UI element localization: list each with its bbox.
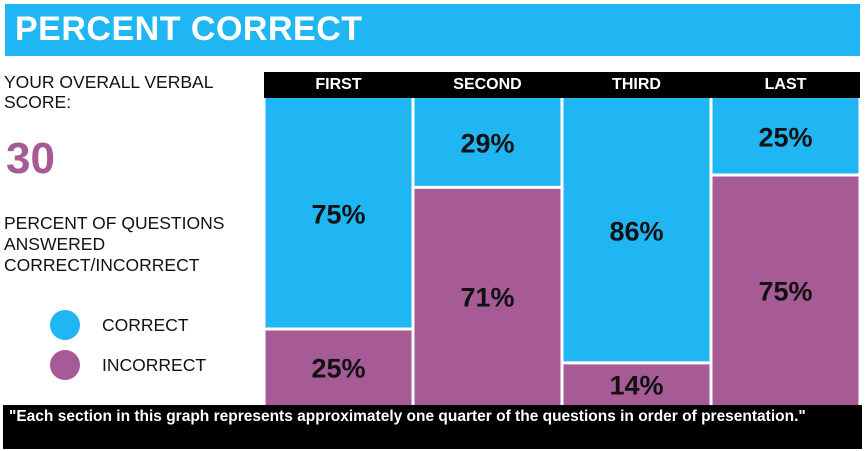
column-header-bar: FIRST SECOND THIRD LAST (264, 72, 860, 98)
page-title: PERCENT CORRECT (15, 10, 363, 48)
bar-incorrect-first (265, 330, 412, 406)
data-label-correct-third: 86% (609, 216, 663, 246)
column-header-last: LAST (764, 76, 807, 93)
column-header-second: SECOND (453, 76, 522, 93)
column-header-first: FIRST (315, 76, 362, 93)
footnote: "Each section in this graph represents a… (3, 405, 862, 449)
title-banner: PERCENT CORRECT (5, 4, 860, 56)
score-value: 30 (6, 134, 55, 183)
bar-correct-last (712, 98, 859, 174)
data-label-correct-second: 29% (460, 129, 514, 159)
bar-correct-second (414, 98, 561, 186)
bar-correct-third (563, 98, 710, 362)
data-label-incorrect-second: 71% (460, 283, 514, 313)
bar-correct-first (265, 98, 412, 328)
legend-swatch-correct (50, 310, 80, 340)
data-label-incorrect-last: 75% (758, 277, 812, 307)
chart-description: PERCENT OF QUESTIONS ANSWERED CORRECT/IN… (4, 213, 225, 275)
score-label: YOUR OVERALL VERBAL SCORE: (4, 72, 213, 112)
legend-label-correct: CORRECT (102, 315, 189, 335)
bar-incorrect-second (414, 188, 561, 406)
data-label-incorrect-first: 25% (311, 354, 365, 384)
column-header-third: THIRD (612, 76, 661, 93)
bar-incorrect-last (712, 176, 859, 406)
bar-incorrect-third (563, 364, 710, 406)
data-label-incorrect-third: 14% (609, 370, 663, 400)
legend-label-incorrect: INCORRECT (102, 355, 207, 375)
data-label-correct-first: 75% (311, 200, 365, 230)
data-label-correct-last: 25% (758, 123, 812, 153)
stacked-bar-chart: 75% 25% 29% 71% 86% 14% 25% 75% (265, 98, 859, 406)
legend-swatch-incorrect (50, 350, 80, 380)
